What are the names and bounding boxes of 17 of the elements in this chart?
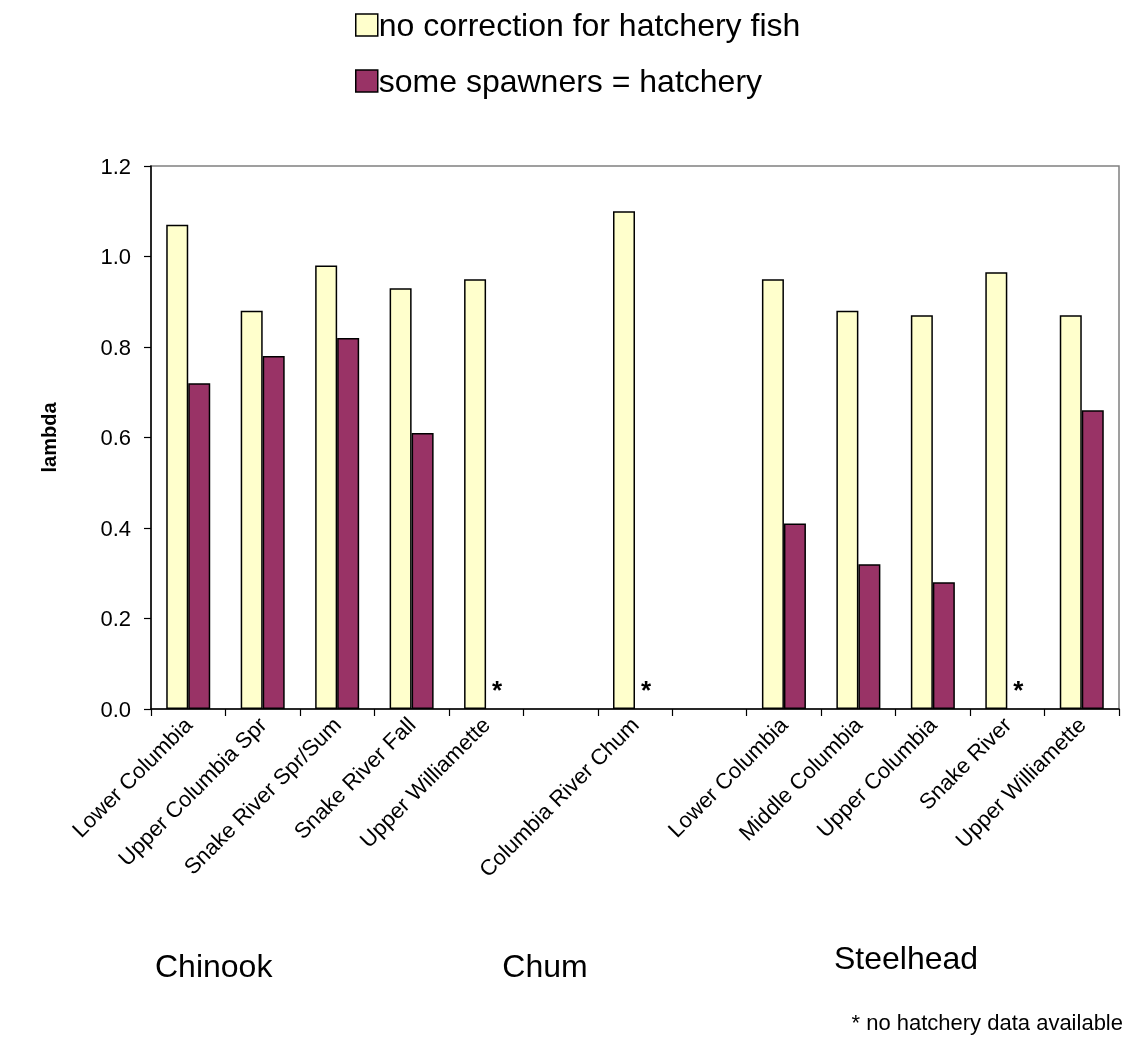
legend-label: some spawners = hatchery — [378, 63, 763, 99]
y-tick-label: 0.2 — [100, 606, 131, 631]
annotation: * — [1013, 675, 1025, 705]
text: * no hatchery data available — [851, 1009, 1123, 1035]
y-tick-label: 0.6 — [100, 425, 131, 450]
annotation: * — [640, 675, 652, 705]
legend-label: no correction for hatchery fish — [378, 7, 801, 43]
y-tick-label: 1.2 — [100, 153, 131, 179]
y-tick-label: 0.4 — [100, 515, 131, 541]
y-tick-label: 0.0 — [100, 696, 131, 722]
y-tick-label: 0.8 — [100, 334, 131, 360]
y-axis-title: lambda — [38, 401, 60, 473]
text: Steelhead — [834, 940, 979, 976]
y-tick-label: 1.0 — [100, 244, 131, 269]
annotation: * — [492, 675, 504, 705]
text: Chinook — [155, 948, 274, 984]
text: Chum — [502, 948, 588, 984]
